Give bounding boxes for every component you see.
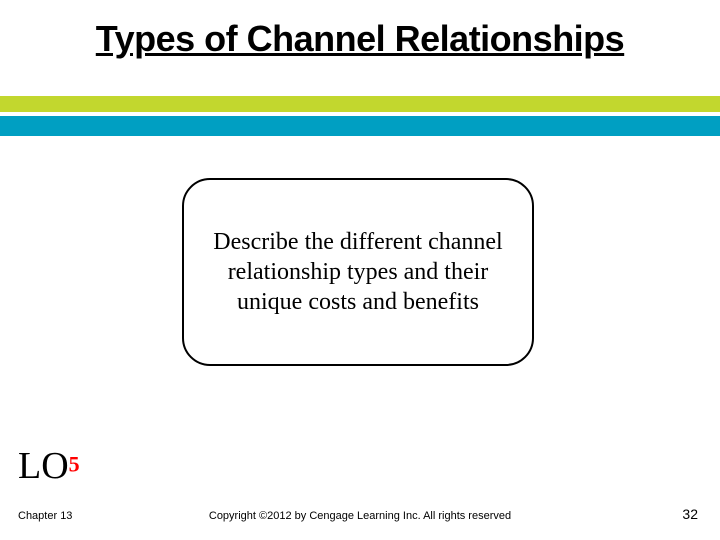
divider-bands (0, 96, 720, 136)
band-teal (0, 116, 720, 136)
band-lime (0, 96, 720, 112)
callout-text: Describe the different channel relations… (208, 227, 508, 317)
copyright-text: Copyright ©2012 by Cengage Learning Inc.… (0, 510, 720, 522)
lo-number: 5 (69, 452, 80, 477)
lo-prefix: LO (18, 445, 69, 487)
page-title: Types of Channel Relationships (0, 18, 720, 60)
slide: Types of Channel Relationships Describe … (0, 0, 720, 540)
learning-objective: LO5 (18, 444, 80, 488)
page-number: 32 (682, 506, 698, 522)
callout-box: Describe the different channel relations… (182, 178, 534, 366)
